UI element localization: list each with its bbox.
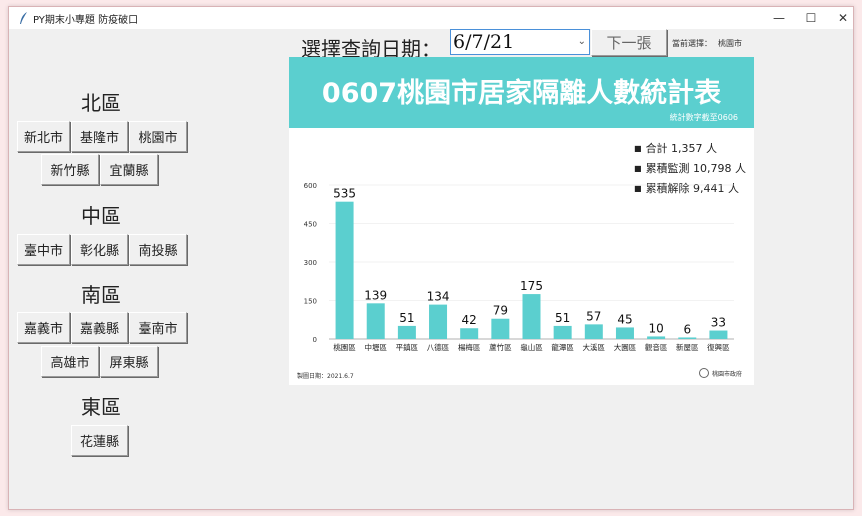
bar bbox=[615, 327, 634, 339]
data-label: 33 bbox=[711, 316, 726, 330]
y-tick-label: 150 bbox=[304, 298, 317, 306]
government-seal-icon bbox=[698, 368, 709, 378]
x-tick-label: 桃園區 bbox=[333, 342, 356, 352]
current-selection: 當前選擇： 桃園市 bbox=[672, 38, 742, 49]
bar bbox=[678, 337, 697, 339]
minimize-button[interactable]: — bbox=[773, 11, 785, 25]
region-title-east: 東區 bbox=[81, 395, 121, 419]
bar bbox=[491, 318, 510, 339]
region-title-south: 南區 bbox=[81, 283, 121, 307]
maximize-button[interactable]: ☐ bbox=[805, 11, 817, 25]
x-tick-label: 蘆竹區 bbox=[489, 342, 512, 352]
bar-chart: 0 150 300 450 600 535 桃園區 139 中壢區 51 平鎮區 134 八德區 42 楊梅… bbox=[304, 182, 734, 352]
bar bbox=[522, 294, 541, 339]
y-tick-label: 450 bbox=[304, 221, 317, 229]
y-tick-label: 600 bbox=[304, 182, 317, 190]
bar bbox=[429, 304, 448, 339]
legend-total: 合計 1,357 人 bbox=[634, 140, 717, 156]
city-button-pingtung[interactable]: 屏東縣 bbox=[100, 346, 158, 377]
city-button-chiayi-county[interactable]: 嘉義縣 bbox=[71, 312, 128, 343]
title-bar: PY期末小專題 防疫破口 — ☐ ✕ bbox=[9, 7, 853, 29]
city-button-new-taipei[interactable]: 新北市 bbox=[17, 121, 70, 152]
bar bbox=[553, 325, 572, 339]
current-label: 當前選擇： bbox=[672, 39, 712, 48]
date-value: 6/7/21 bbox=[453, 31, 515, 53]
region-title-north: 北區 bbox=[81, 91, 121, 115]
x-tick-label: 楊梅區 bbox=[458, 342, 481, 352]
y-tick-label: 0 bbox=[313, 336, 317, 344]
region-title-central: 中區 bbox=[81, 204, 121, 228]
data-label: 45 bbox=[617, 312, 632, 326]
x-tick-label: 復興區 bbox=[707, 342, 730, 352]
city-button-yilan[interactable]: 宜蘭縣 bbox=[100, 154, 158, 185]
poster-banner bbox=[289, 57, 754, 128]
x-tick-label: 新屋區 bbox=[676, 342, 699, 352]
statistics-poster: 0607桃園市居家隔離人數統計表 統計數字截至0606 合計 1,357 人 累… bbox=[289, 57, 754, 385]
bar bbox=[584, 324, 603, 339]
city-button-taichung[interactable]: 臺中市 bbox=[17, 234, 70, 265]
poster-publisher: 桃園市政府 bbox=[698, 368, 742, 378]
city-button-hsinchu-county[interactable]: 新竹縣 bbox=[41, 154, 99, 185]
legend-monitored: 累積監測 10,798 人 bbox=[634, 160, 746, 176]
data-label: 51 bbox=[399, 311, 414, 325]
chevron-down-icon[interactable]: ⌄ bbox=[577, 36, 586, 47]
city-button-nantou[interactable]: 南投縣 bbox=[129, 234, 187, 265]
bar bbox=[709, 330, 728, 339]
date-combobox[interactable]: 6/7/21 ⌄ bbox=[450, 29, 590, 55]
city-button-chiayi-city[interactable]: 嘉義市 bbox=[17, 312, 70, 343]
data-label: 6 bbox=[683, 322, 691, 336]
data-label: 79 bbox=[493, 304, 508, 318]
city-button-kaohsiung[interactable]: 高雄市 bbox=[41, 346, 99, 377]
bar bbox=[397, 325, 416, 339]
bar bbox=[366, 303, 385, 339]
data-label: 57 bbox=[586, 309, 601, 323]
x-tick-label: 平鎮區 bbox=[396, 342, 419, 352]
publisher-name: 桃園市政府 bbox=[711, 370, 742, 378]
bar bbox=[647, 336, 666, 339]
poster-title: 0607桃園市居家隔離人數統計表 bbox=[321, 78, 722, 109]
data-label: 10 bbox=[648, 321, 663, 335]
data-label: 139 bbox=[364, 288, 387, 302]
x-tick-label: 大園區 bbox=[614, 342, 637, 352]
app-window: PY期末小專題 防疫破口 — ☐ ✕ 北區 新北市 基隆市 桃園市 新竹縣 宜蘭… bbox=[8, 6, 854, 510]
data-label: 175 bbox=[520, 279, 543, 293]
feather-icon bbox=[20, 12, 27, 24]
data-label: 42 bbox=[462, 313, 477, 327]
bar bbox=[335, 201, 354, 339]
city-button-tainan[interactable]: 臺南市 bbox=[129, 312, 187, 343]
poster-date: 製圖日期：2021.6.7 bbox=[297, 373, 354, 380]
next-button[interactable]: 下一張 bbox=[591, 29, 667, 56]
data-label: 134 bbox=[427, 290, 450, 304]
window-title: PY期末小專題 防疫破口 bbox=[33, 15, 139, 26]
x-tick-label: 觀音區 bbox=[645, 342, 668, 352]
poster-subtitle: 統計數字截至0606 bbox=[669, 113, 738, 122]
city-button-hualien[interactable]: 花蓮縣 bbox=[71, 425, 128, 456]
data-label: 535 bbox=[333, 187, 356, 201]
x-tick-label: 龍潭區 bbox=[551, 342, 574, 352]
x-tick-label: 八德區 bbox=[427, 342, 450, 352]
y-tick-label: 300 bbox=[304, 259, 317, 267]
city-button-taoyuan[interactable]: 桃園市 bbox=[129, 121, 187, 152]
x-tick-label: 龜山區 bbox=[520, 342, 543, 352]
x-tick-label: 大溪區 bbox=[583, 342, 606, 352]
close-button[interactable]: ✕ bbox=[837, 11, 849, 25]
city-button-keelung[interactable]: 基隆市 bbox=[71, 121, 128, 152]
data-label: 51 bbox=[555, 311, 570, 325]
current-value: 桃園市 bbox=[718, 39, 742, 48]
x-tick-label: 中壢區 bbox=[364, 342, 387, 352]
bar bbox=[460, 328, 479, 339]
city-button-changhua[interactable]: 彰化縣 bbox=[71, 234, 128, 265]
